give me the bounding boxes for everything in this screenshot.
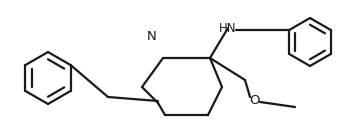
- Text: HN: HN: [219, 22, 237, 34]
- Text: N: N: [147, 30, 157, 43]
- Text: O: O: [250, 94, 260, 107]
